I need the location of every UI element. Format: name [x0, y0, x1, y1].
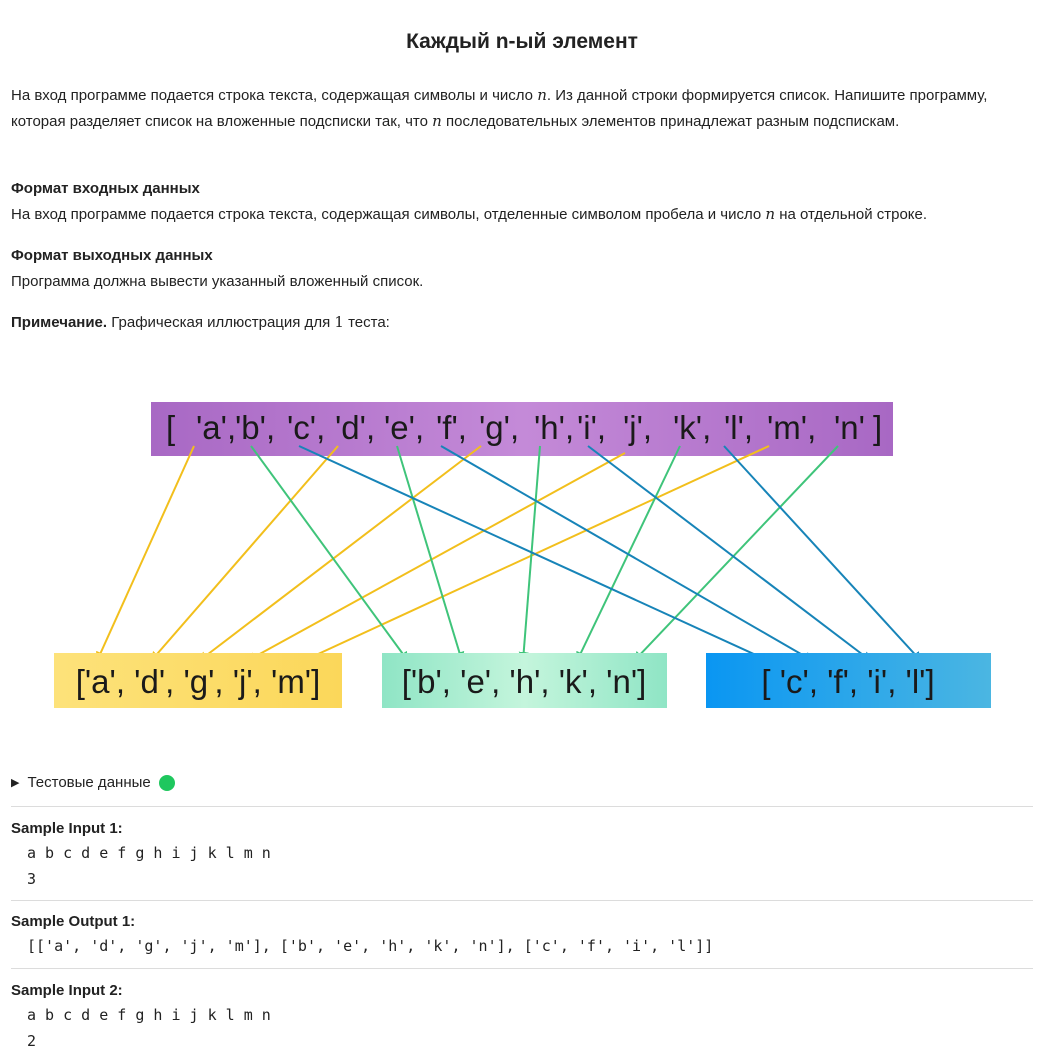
arrow-to-group-2: [633, 445, 839, 662]
divider: [11, 968, 1033, 969]
group-box-1: [54, 653, 342, 708]
divider: [11, 806, 1033, 807]
arrow-to-group-3: [440, 445, 814, 662]
source-item: 'j',: [623, 409, 652, 446]
source-item: 'b',: [235, 409, 275, 446]
input-format-section: Формат входных данных На вход программе …: [11, 176, 1021, 227]
arrow-to-group-2: [518, 445, 541, 662]
source-items: 'a','b', 'c', 'd','e', 'f', 'g', 'h','i', 'j',…: [196, 409, 865, 446]
description-text: последовательных элементов принадлежат р…: [441, 112, 900, 130]
sample-input-2-title: Sample Input 2:: [11, 982, 123, 999]
variable-n: n: [537, 86, 547, 104]
code-line: 2: [27, 1032, 37, 1050]
arrow-to-group-1: [198, 445, 482, 662]
source-item: 'e',: [384, 409, 424, 446]
source-close-bracket: ]: [873, 409, 882, 446]
source-item: 'a',: [196, 409, 236, 446]
divider: [11, 900, 1033, 901]
description-text: . Из данной строки формируется список. Н…: [11, 87, 988, 130]
code-line: 3: [27, 870, 37, 888]
output-format-heading: Формат выходных данных: [11, 247, 213, 264]
arrow-to-group-2: [396, 445, 465, 662]
source-item: 'd',: [335, 409, 375, 446]
arrow-to-group-1: [150, 445, 339, 662]
input-format-text: На вход программе подается строка текста…: [11, 202, 1021, 228]
group-box-3: [706, 653, 991, 708]
note-text: Графическая иллюстрация для: [107, 314, 335, 331]
note-text: теста:: [343, 314, 390, 331]
variable-n: n: [765, 204, 776, 223]
note-label: Примечание.: [11, 314, 108, 331]
output-format-text: Программа должна вывести указанный вложе…: [11, 272, 424, 290]
source-item: 'c',: [287, 409, 325, 446]
group-text-1: ['a', 'd', 'g', 'j', 'm']: [76, 663, 321, 700]
source-item: 'm',: [767, 409, 816, 446]
status-dot-icon: [158, 774, 175, 791]
source-list-box: [151, 402, 893, 456]
arrow-to-group-3: [587, 445, 872, 662]
sample-input-2-code: a b c d e f g h i j k l m n 2: [27, 1002, 271, 1054]
group-text-3: [ 'c', 'f', 'i', 'l']: [761, 663, 934, 700]
source-item: 'l',: [724, 409, 753, 446]
group-text-2: ['b', 'e', 'h', 'k', 'n']: [402, 663, 647, 700]
description-text: На вход программе подается строка текста…: [11, 87, 538, 104]
arrow-to-group-1: [246, 452, 626, 662]
source-item: 'f',: [436, 409, 467, 446]
expand-triangle-icon[interactable]: ▶: [11, 777, 20, 789]
illustration-diagram: [ ] 'a','b', 'c', 'd','e', 'f', 'g', 'h','i',…: [54, 402, 991, 708]
arrow-to-group-3: [723, 445, 922, 662]
variable-n: n: [432, 111, 442, 130]
page-title: Каждый n-ый элемент: [406, 30, 638, 53]
arrow-to-group-3: [298, 445, 770, 662]
sample-output-1-title: Sample Output 1:: [11, 913, 136, 930]
source-item: 'g',: [479, 409, 519, 446]
note-number: 1: [334, 313, 344, 331]
arrow-to-group-1: [96, 445, 195, 662]
source-item: 'k',: [673, 409, 711, 446]
code-line: a b c d e f g h i j k l m n: [27, 1006, 271, 1024]
source-open-bracket: [: [166, 409, 175, 446]
source-item: 'h',: [534, 409, 574, 446]
test-data-toggle[interactable]: ▶ Тестовые данные: [11, 774, 175, 791]
illustration: [ ] 'a','b', 'c', 'd','e', 'f', 'g', 'h','i',…: [11, 395, 1021, 725]
mapping-arrows: [96, 445, 922, 662]
source-item: 'n': [834, 409, 865, 446]
test-data-label[interactable]: Тестовые данные: [27, 774, 151, 791]
input-format-text-part: на отдельной строке.: [775, 205, 928, 223]
group-box-2: [382, 653, 667, 708]
problem-description: На вход программе подается строка текста…: [11, 83, 1021, 134]
input-format-heading: Формат входных данных: [11, 180, 200, 197]
sample-input-1-code: a b c d e f g h i j k l m n 3: [27, 840, 271, 892]
arrow-to-group-2: [250, 445, 409, 662]
sample-input-1-title: Sample Input 1:: [11, 820, 123, 837]
note-section: Примечание. Графическая иллюстрация для …: [11, 310, 1021, 336]
input-format-text-part: На вход программе подается строка текста…: [11, 205, 766, 223]
code-line: [['a', 'd', 'g', 'j', 'm'], ['b', 'e', '…: [27, 937, 714, 955]
code-line: a b c d e f g h i j k l m n: [27, 844, 271, 862]
output-format-section: Формат выходных данных Программа должна …: [11, 243, 1021, 294]
sample-output-1-code: [['a', 'd', 'g', 'j', 'm'], ['b', 'e', '…: [27, 933, 713, 959]
source-item: 'i',: [577, 409, 606, 446]
